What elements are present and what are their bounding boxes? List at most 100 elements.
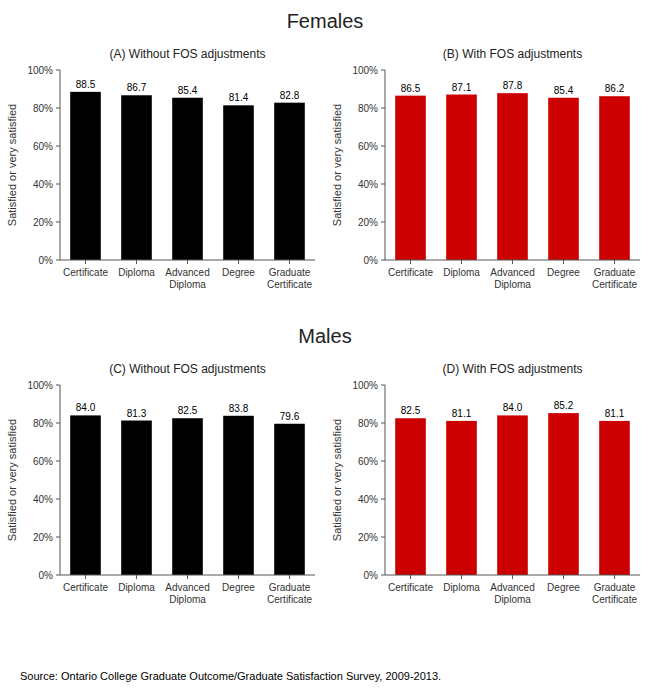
y-tick-label: 80% <box>33 103 53 114</box>
y-tick-label: 100% <box>27 65 53 76</box>
data-label: 83.8 <box>229 403 249 414</box>
y-tick-label: 0% <box>39 255 54 266</box>
data-label: 86.5 <box>401 83 421 94</box>
y-tick-label: 100% <box>352 65 378 76</box>
y-tick-label: 40% <box>33 179 53 190</box>
y-axis-line <box>60 70 61 260</box>
data-label: 85.4 <box>554 85 574 96</box>
x-tick-label: Diploma <box>118 267 155 278</box>
x-tick-label-line: Advanced <box>165 267 209 278</box>
bar <box>497 93 528 260</box>
data-label: 84.0 <box>76 402 96 413</box>
x-tick-label: Certificate <box>388 582 433 593</box>
y-tick <box>56 146 60 147</box>
x-tick <box>187 260 188 264</box>
y-tick <box>381 537 385 538</box>
x-tick <box>461 260 462 264</box>
chart-panel: Females(A) Without FOS adjustments0%20%4… <box>6 10 363 290</box>
x-tick <box>238 575 239 579</box>
x-tick-label: GraduateCertificate <box>592 582 637 605</box>
x-tick-label-line: Diploma <box>118 582 155 593</box>
y-tick-label: 60% <box>358 141 378 152</box>
data-label: 85.2 <box>554 400 574 411</box>
y-tick <box>381 423 385 424</box>
bar <box>395 418 426 575</box>
y-tick-label: 20% <box>358 532 378 543</box>
x-tick-label: AdvancedDiploma <box>490 267 534 290</box>
x-tick-label-line: Graduate <box>269 582 311 593</box>
bar <box>599 96 630 260</box>
y-tick-label: 20% <box>33 217 53 228</box>
y-tick <box>381 499 385 500</box>
data-label: 84.0 <box>503 402 523 413</box>
x-tick-label-line: Graduate <box>594 267 636 278</box>
x-tick <box>563 260 564 264</box>
y-tick <box>56 499 60 500</box>
x-tick-label: Degree <box>547 267 580 278</box>
x-tick-label: AdvancedDiploma <box>165 267 209 290</box>
x-tick-label: Certificate <box>388 267 433 278</box>
y-tick-label: 80% <box>358 103 378 114</box>
x-tick-label-line: Certificate <box>267 594 312 605</box>
x-tick-label: Degree <box>222 267 255 278</box>
y-tick <box>56 222 60 223</box>
data-label: 81.1 <box>605 408 625 419</box>
y-tick <box>381 184 385 185</box>
bar <box>172 418 203 575</box>
data-label: 86.2 <box>605 83 625 94</box>
x-tick-label-line: Diploma <box>443 267 480 278</box>
y-tick-label: 100% <box>352 380 378 391</box>
x-tick <box>563 575 564 579</box>
x-tick <box>136 260 137 264</box>
y-tick <box>56 461 60 462</box>
bar <box>223 105 254 260</box>
y-axis-line <box>60 385 61 575</box>
x-tick-label: Degree <box>547 582 580 593</box>
x-tick <box>187 575 188 579</box>
x-tick-label: GraduateCertificate <box>592 267 637 290</box>
x-tick <box>410 575 411 579</box>
bar <box>70 92 101 260</box>
y-tick-label: 40% <box>33 494 53 505</box>
y-tick-label: 40% <box>358 179 378 190</box>
x-tick <box>614 575 615 579</box>
figure: Females(A) Without FOS adjustments0%20%4… <box>0 0 650 700</box>
x-tick-label: Diploma <box>118 582 155 593</box>
y-axis-line <box>385 70 386 260</box>
bar <box>121 421 152 575</box>
subtitle: (B) With FOS adjustments <box>443 47 582 61</box>
x-tick-label-line: Degree <box>547 267 580 278</box>
x-tick-label-line: Diploma <box>169 279 206 290</box>
y-tick-label: 0% <box>39 570 54 581</box>
x-tick <box>136 575 137 579</box>
y-tick <box>381 575 385 576</box>
y-tick <box>56 575 60 576</box>
section-title: Males <box>298 325 351 347</box>
y-tick-label: 100% <box>27 380 53 391</box>
x-tick-label: Certificate <box>63 267 108 278</box>
chart-panel: Males(C) Without FOS adjustments0%20%40%… <box>6 325 352 605</box>
x-tick-label: Degree <box>222 582 255 593</box>
x-tick <box>85 575 86 579</box>
y-tick-label: 0% <box>364 570 379 581</box>
bars <box>70 92 305 260</box>
bar <box>223 416 254 575</box>
bar <box>274 103 305 260</box>
bars <box>395 413 630 575</box>
x-tick-label-line: Diploma <box>118 267 155 278</box>
data-label: 81.4 <box>229 92 249 103</box>
y-tick-label: 80% <box>33 418 53 429</box>
y-tick-label: 60% <box>358 456 378 467</box>
data-label: 87.1 <box>452 82 472 93</box>
bar <box>121 95 152 260</box>
data-label: 81.1 <box>452 408 472 419</box>
y-tick-label: 20% <box>33 532 53 543</box>
y-tick <box>381 385 385 386</box>
bar <box>70 415 101 575</box>
x-tick <box>614 260 615 264</box>
x-tick <box>289 260 290 264</box>
y-tick-label: 20% <box>358 217 378 228</box>
x-tick-label: Certificate <box>63 582 108 593</box>
x-tick-label-line: Certificate <box>388 267 433 278</box>
x-tick-label-line: Graduate <box>269 267 311 278</box>
